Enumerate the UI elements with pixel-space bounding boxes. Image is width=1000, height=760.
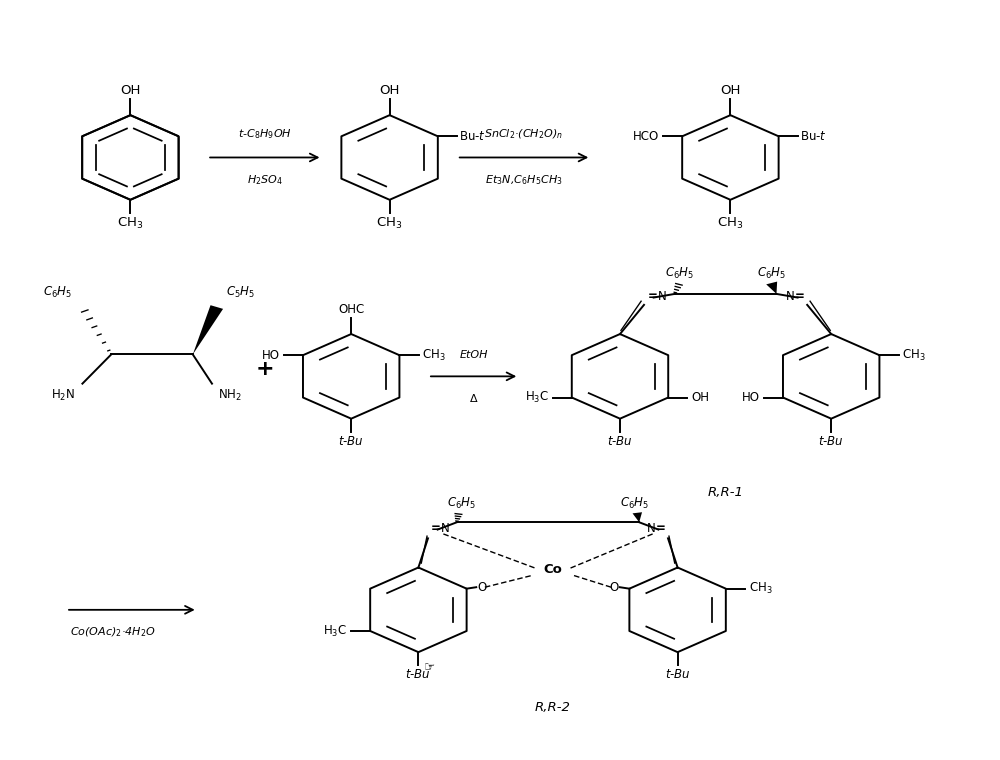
Text: OH: OH (720, 84, 741, 97)
Text: OH: OH (379, 84, 400, 97)
Text: Bu-$t$: Bu-$t$ (459, 130, 486, 143)
Text: CH$_3$: CH$_3$ (376, 216, 403, 231)
Text: R,R-1: R,R-1 (708, 486, 744, 499)
Text: $\mathbf{\!=\!}$N: $\mathbf{\!=\!}$N (430, 522, 450, 535)
Text: $t$-Bu: $t$-Bu (607, 435, 633, 448)
Text: C$_6$H$_5$: C$_6$H$_5$ (665, 266, 694, 280)
Text: $t$-C$_8$H$_9$OH: $t$-C$_8$H$_9$OH (238, 128, 292, 141)
Text: CH$_3$: CH$_3$ (749, 581, 773, 596)
Text: C$_6$H$_5$: C$_6$H$_5$ (43, 285, 73, 299)
Text: OH: OH (691, 391, 709, 404)
Text: NH$_2$: NH$_2$ (218, 388, 242, 403)
Text: EtOH: EtOH (459, 350, 488, 360)
Text: H$_2$SO$_4$: H$_2$SO$_4$ (247, 173, 283, 187)
Text: Co: Co (543, 563, 562, 576)
Text: $t$-Bu: $t$-Bu (405, 668, 431, 681)
Text: R,R-2: R,R-2 (535, 701, 571, 714)
Text: CH$_3$: CH$_3$ (717, 216, 744, 231)
Text: $t$-Bu: $t$-Bu (665, 668, 691, 681)
Text: H$_3$C: H$_3$C (323, 623, 347, 638)
Text: CH$_3$: CH$_3$ (422, 347, 446, 363)
Text: CH$_3$: CH$_3$ (117, 216, 144, 231)
Text: C$_6$H$_5$: C$_6$H$_5$ (447, 496, 476, 511)
Text: OHC: OHC (338, 302, 364, 316)
Text: Et$_3$N,C$_6$H$_5$CH$_3$: Et$_3$N,C$_6$H$_5$CH$_3$ (485, 173, 563, 187)
Text: Co(OAc)$_2$·4H$_2$O: Co(OAc)$_2$·4H$_2$O (70, 626, 156, 639)
Text: SnCl$_2$·(CH$_2$O)$_n$: SnCl$_2$·(CH$_2$O)$_n$ (484, 128, 564, 141)
Text: C$_6$H$_5$: C$_6$H$_5$ (757, 266, 786, 280)
Text: O: O (477, 581, 487, 594)
Text: C$_6$H$_5$: C$_6$H$_5$ (620, 496, 649, 511)
Text: HO: HO (742, 391, 760, 404)
Text: CH$_3$: CH$_3$ (902, 347, 926, 363)
Text: $t$-Bu: $t$-Bu (338, 435, 364, 448)
Text: $\Delta$: $\Delta$ (469, 392, 478, 404)
Text: O: O (609, 581, 619, 594)
Polygon shape (633, 512, 642, 522)
Text: Bu-$t$: Bu-$t$ (800, 130, 826, 143)
Text: HCO: HCO (633, 130, 659, 143)
Text: +: + (255, 359, 274, 379)
Text: H$_2$N: H$_2$N (51, 388, 75, 403)
Polygon shape (193, 306, 223, 354)
Text: N$\mathbf{\!=\!}$: N$\mathbf{\!=\!}$ (785, 290, 804, 302)
Text: OH: OH (120, 84, 141, 97)
Polygon shape (766, 281, 777, 294)
Text: ☞: ☞ (424, 661, 436, 674)
Text: $\mathbf{\!=\!}$N: $\mathbf{\!=\!}$N (647, 290, 667, 302)
Text: N$\mathbf{\!=\!}$: N$\mathbf{\!=\!}$ (646, 522, 666, 535)
Text: H$_3$C: H$_3$C (525, 390, 549, 405)
Text: C$_5$H$_5$: C$_5$H$_5$ (226, 285, 256, 299)
Text: HO: HO (262, 349, 280, 362)
Text: $t$-Bu: $t$-Bu (818, 435, 844, 448)
